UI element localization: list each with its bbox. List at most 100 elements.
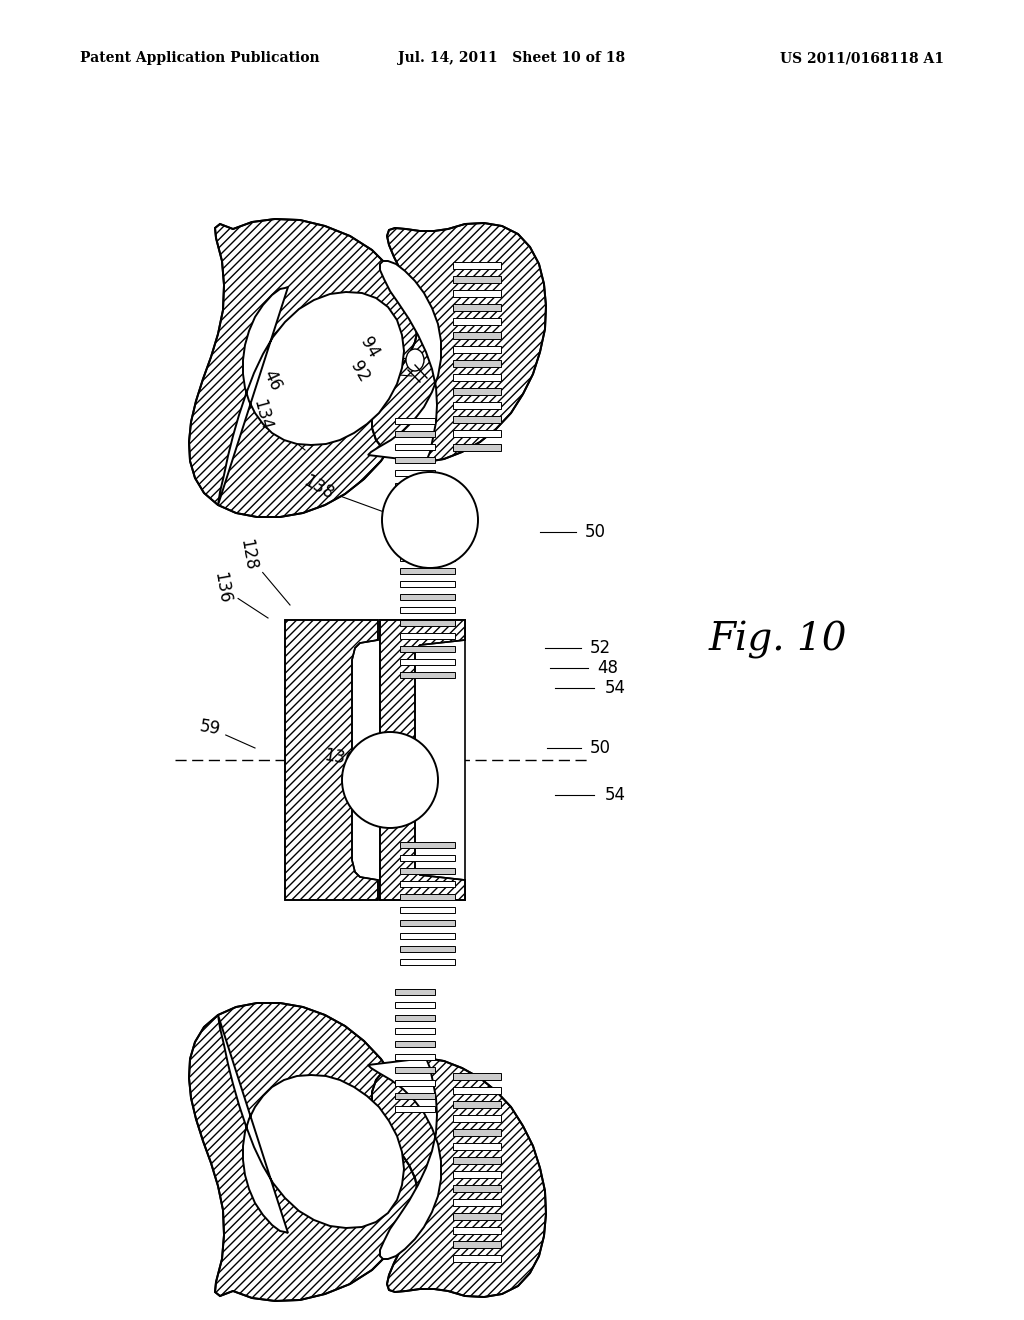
- Bar: [400, 645, 455, 652]
- Bar: [395, 496, 435, 502]
- Bar: [453, 346, 501, 352]
- Bar: [395, 1053, 435, 1060]
- Bar: [395, 432, 435, 437]
- Bar: [400, 634, 455, 639]
- PathPatch shape: [380, 620, 465, 900]
- Bar: [395, 483, 435, 488]
- Bar: [400, 594, 455, 601]
- Bar: [395, 510, 435, 515]
- Bar: [395, 1041, 435, 1047]
- Bar: [400, 607, 455, 612]
- Bar: [400, 880, 455, 887]
- Bar: [400, 855, 455, 861]
- Bar: [395, 457, 435, 463]
- Bar: [400, 568, 455, 574]
- Bar: [395, 1093, 435, 1100]
- Text: 52: 52: [590, 639, 610, 657]
- Bar: [395, 418, 435, 424]
- Bar: [395, 1002, 435, 1008]
- Bar: [395, 989, 435, 995]
- Bar: [453, 1185, 501, 1192]
- Bar: [453, 430, 501, 437]
- Bar: [395, 1080, 435, 1086]
- Text: Patent Application Publication: Patent Application Publication: [80, 51, 319, 65]
- Bar: [400, 659, 455, 665]
- Bar: [453, 1241, 501, 1247]
- Bar: [453, 1129, 501, 1137]
- Bar: [400, 907, 455, 913]
- Bar: [453, 290, 501, 297]
- Bar: [453, 1255, 501, 1262]
- Text: 50: 50: [585, 523, 605, 541]
- Bar: [395, 535, 435, 541]
- Bar: [453, 261, 501, 269]
- PathPatch shape: [372, 1059, 546, 1298]
- Bar: [453, 1199, 501, 1206]
- Text: 54: 54: [604, 678, 626, 697]
- Bar: [395, 470, 435, 477]
- Text: 94: 94: [357, 334, 383, 362]
- PathPatch shape: [368, 261, 441, 462]
- Bar: [400, 960, 455, 965]
- Bar: [395, 521, 435, 528]
- Bar: [453, 1171, 501, 1177]
- PathPatch shape: [372, 223, 546, 462]
- Bar: [453, 360, 501, 367]
- Bar: [400, 620, 455, 626]
- Bar: [453, 304, 501, 312]
- Bar: [453, 1228, 501, 1234]
- Bar: [453, 374, 501, 381]
- Text: 128: 128: [237, 537, 260, 572]
- Bar: [400, 672, 455, 678]
- Bar: [453, 276, 501, 282]
- PathPatch shape: [218, 1015, 404, 1233]
- Text: Fig. 10: Fig. 10: [709, 620, 847, 659]
- Bar: [400, 554, 455, 561]
- Bar: [453, 1086, 501, 1094]
- Text: 134: 134: [249, 397, 274, 433]
- Text: 48: 48: [597, 659, 618, 677]
- Text: 92: 92: [347, 358, 373, 385]
- Bar: [453, 318, 501, 325]
- Ellipse shape: [406, 348, 424, 371]
- Bar: [400, 869, 455, 874]
- Text: 130: 130: [323, 746, 357, 770]
- Text: 136: 136: [210, 570, 233, 605]
- Text: Jul. 14, 2011   Sheet 10 of 18: Jul. 14, 2011 Sheet 10 of 18: [398, 51, 626, 65]
- Text: 59: 59: [198, 717, 222, 739]
- Bar: [395, 1028, 435, 1034]
- PathPatch shape: [189, 1003, 418, 1302]
- Bar: [453, 416, 501, 422]
- Bar: [400, 933, 455, 939]
- Bar: [453, 1213, 501, 1220]
- PathPatch shape: [285, 620, 378, 900]
- Circle shape: [342, 733, 438, 828]
- Bar: [400, 920, 455, 927]
- Bar: [453, 1158, 501, 1164]
- Bar: [453, 403, 501, 409]
- Text: US 2011/0168118 A1: US 2011/0168118 A1: [780, 51, 944, 65]
- Bar: [453, 1073, 501, 1080]
- PathPatch shape: [368, 1059, 441, 1259]
- Bar: [400, 894, 455, 900]
- Bar: [453, 333, 501, 339]
- Bar: [395, 444, 435, 450]
- Bar: [395, 1015, 435, 1020]
- PathPatch shape: [189, 219, 418, 517]
- Text: 54: 54: [604, 785, 626, 804]
- Bar: [453, 1101, 501, 1107]
- Bar: [395, 1106, 435, 1111]
- Bar: [453, 388, 501, 395]
- Bar: [400, 581, 455, 587]
- PathPatch shape: [218, 286, 404, 506]
- Text: 46: 46: [259, 367, 285, 393]
- Text: 138: 138: [300, 473, 336, 504]
- Bar: [380, 620, 465, 900]
- Bar: [400, 842, 455, 847]
- Bar: [395, 1067, 435, 1073]
- Bar: [400, 946, 455, 952]
- Bar: [453, 1115, 501, 1122]
- Bar: [453, 1143, 501, 1150]
- Text: 50: 50: [590, 739, 610, 756]
- Bar: [453, 444, 501, 451]
